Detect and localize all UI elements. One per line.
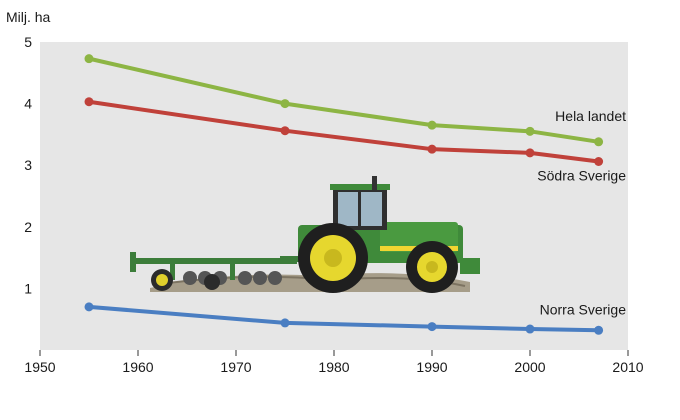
x-tick-label: 1990: [416, 359, 447, 375]
x-tick-label: 2000: [514, 359, 545, 375]
data-point: [427, 322, 437, 332]
x-axis: 1950 1960 1970 1980 1990 2000 2010: [24, 350, 644, 375]
data-point: [594, 325, 604, 335]
data-point: [84, 54, 94, 64]
data-point: [280, 99, 290, 109]
x-tick-label: 1980: [318, 359, 349, 375]
y-tick-label: 1: [24, 280, 32, 296]
y-tick-label: 5: [24, 34, 32, 50]
series-labels: Hela landet Södra Sverige Norra Sverige: [537, 108, 626, 317]
series-layer: [84, 54, 604, 335]
data-point: [84, 97, 94, 107]
y-tick-label: 4: [24, 96, 32, 112]
data-point: [84, 302, 94, 312]
series-label: Norra Sverige: [540, 301, 627, 317]
y-axis: 1 2 3 4 5: [24, 34, 32, 296]
data-point: [525, 148, 535, 158]
data-point: [280, 126, 290, 136]
data-point: [525, 324, 535, 334]
x-tick-label: 2010: [612, 359, 643, 375]
data-point: [280, 318, 290, 328]
data-point: [594, 157, 604, 167]
y-tick-label: 2: [24, 219, 32, 235]
data-point: [427, 120, 437, 130]
y-tick-label: 3: [24, 157, 32, 173]
tractor-illustration: [130, 176, 480, 293]
data-point: [525, 126, 535, 136]
series-label: Södra Sverige: [537, 168, 626, 184]
x-tick-label: 1960: [122, 359, 153, 375]
x-tick-label: 1970: [220, 359, 251, 375]
data-point: [427, 144, 437, 154]
y-axis-unit-label: Milj. ha: [6, 9, 51, 25]
data-point: [594, 137, 604, 147]
series-label: Hela landet: [555, 108, 626, 124]
x-tick-label: 1950: [24, 359, 55, 375]
